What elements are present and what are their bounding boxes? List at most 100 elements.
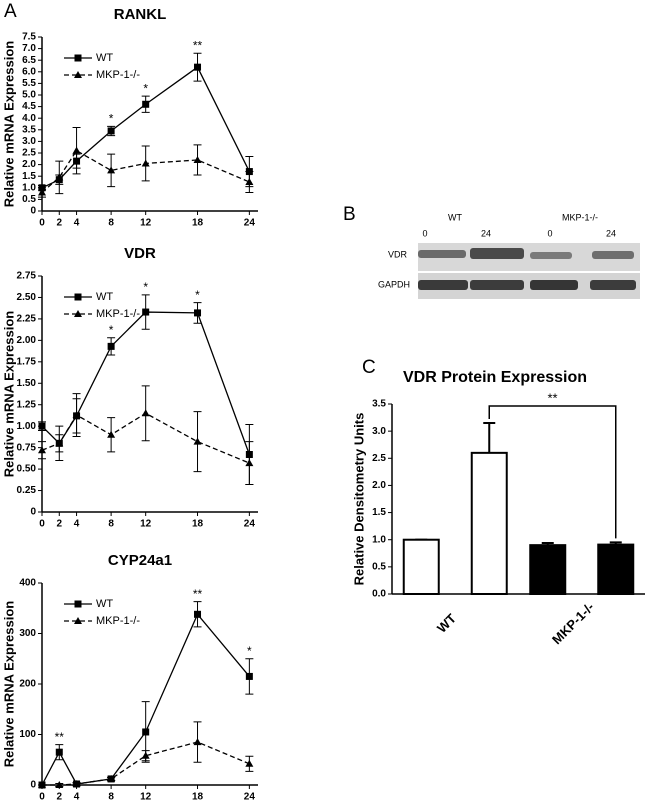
x-tick-label: 2 — [56, 519, 62, 530]
y-tick-label: 100 — [19, 729, 36, 740]
blot-band — [418, 280, 468, 290]
marker — [107, 127, 115, 135]
blot-time: 0 — [547, 228, 552, 238]
legend-marker — [74, 293, 82, 301]
panel-label: A — [4, 1, 17, 22]
marker — [38, 422, 46, 430]
marker — [245, 459, 254, 467]
bar — [529, 544, 567, 596]
marker — [72, 146, 81, 154]
marker — [245, 759, 254, 767]
y-tick-label: 1.0 — [22, 182, 36, 193]
annotation: ** — [55, 730, 65, 744]
y-tick-label: 5.5 — [22, 78, 36, 89]
marker — [141, 751, 150, 759]
marker — [245, 178, 254, 185]
x-tick-label: 4 — [74, 218, 80, 229]
y-tick-label: 2.50 — [17, 292, 37, 303]
marker — [194, 309, 202, 317]
panel-label: C — [362, 357, 376, 378]
y-tick-label: 1.25 — [17, 399, 37, 410]
x-tick-label: 18 — [192, 792, 204, 803]
marker — [55, 173, 64, 181]
significance-label: ** — [547, 390, 557, 405]
x-tick-label: MKP-1-/- — [549, 599, 597, 647]
x-tick-label: 4 — [74, 792, 80, 803]
y-tick-label: 0.50 — [17, 464, 37, 475]
y-tick-label: 2.0 — [372, 480, 386, 491]
marker — [194, 610, 202, 618]
x-tick-label: 4 — [74, 519, 80, 530]
x-tick-label: 2 — [56, 792, 62, 803]
y-tick-label: 0 — [30, 206, 36, 217]
y-tick-label: 1.00 — [17, 421, 37, 432]
western-blot: WT MKP-1-/- 0 24 0 24 VDR GAPDH — [378, 212, 640, 299]
blot-group: MKP-1-/- — [562, 212, 598, 222]
y-tick-label: 300 — [19, 628, 36, 639]
marker — [141, 409, 150, 417]
marker — [142, 308, 150, 316]
x-tick-label: 18 — [192, 218, 204, 229]
x-tick-label: 12 — [140, 218, 152, 229]
legend-marker — [74, 71, 82, 78]
blot-band — [470, 280, 524, 290]
y-tick-label: 0.75 — [17, 442, 37, 453]
marker — [193, 437, 202, 445]
annotation: * — [109, 111, 114, 125]
chart-title: VDR — [124, 245, 156, 262]
marker — [194, 63, 202, 71]
annotation: * — [109, 323, 114, 337]
y-tick-label: 3.5 — [22, 124, 36, 135]
legend-marker — [74, 54, 82, 62]
blot-band — [590, 280, 636, 290]
y-tick-label: 2.5 — [22, 148, 36, 159]
marker — [55, 748, 63, 756]
y-tick-label: 0 — [30, 780, 36, 791]
blot-row: VDR — [388, 249, 408, 259]
y-tick-label: 200 — [19, 679, 36, 690]
marker — [72, 779, 81, 787]
y-tick-label: 4.0 — [22, 113, 36, 124]
blot-time: 24 — [481, 228, 491, 238]
y-tick-label: 3.0 — [22, 136, 36, 147]
y-tick-label: 1.75 — [17, 356, 37, 367]
y-tick-label: 6.0 — [22, 66, 36, 77]
y-tick-label: 7.0 — [22, 43, 36, 54]
x-tick-label: 24 — [244, 519, 256, 530]
annotation: ** — [193, 587, 203, 601]
legend-label: MKP-1-/- — [96, 308, 140, 320]
annotation: * — [195, 288, 200, 302]
y-tick-label: 7.5 — [22, 32, 36, 43]
x-tick-label: WT — [434, 611, 459, 636]
blot-group: WT — [448, 212, 462, 222]
y-tick-label: 0.25 — [17, 485, 37, 496]
blot-band — [530, 280, 578, 290]
y-tick-label: 2.25 — [17, 314, 37, 325]
legend-label: WT — [96, 52, 113, 64]
y-axis-label: Relative mRNA Expression — [1, 601, 16, 767]
y-tick-label: 1.50 — [17, 378, 37, 389]
marker — [193, 155, 202, 163]
x-tick-label: 24 — [244, 792, 256, 803]
y-axis-label: Relative mRNA Expression — [1, 311, 16, 477]
annotation: * — [143, 280, 148, 294]
blot-band — [530, 252, 572, 259]
x-tick-label: 24 — [244, 218, 256, 229]
x-tick-label: 18 — [192, 519, 204, 530]
x-tick-label: 8 — [108, 218, 114, 229]
blot-band — [592, 251, 634, 259]
x-tick-label: 0 — [39, 792, 45, 803]
marker — [193, 738, 202, 746]
chart-title: VDR Protein Expression — [403, 369, 587, 386]
blot-time: 24 — [606, 228, 616, 238]
marker — [141, 159, 150, 167]
error-bar — [483, 422, 496, 453]
y-tick-label: 1.0 — [372, 534, 386, 545]
marker — [245, 672, 253, 680]
marker — [38, 446, 46, 454]
marker — [142, 100, 150, 108]
y-tick-label: 0 — [30, 507, 36, 518]
y-tick-label: 2.0 — [22, 159, 36, 170]
blot-band — [418, 250, 466, 258]
